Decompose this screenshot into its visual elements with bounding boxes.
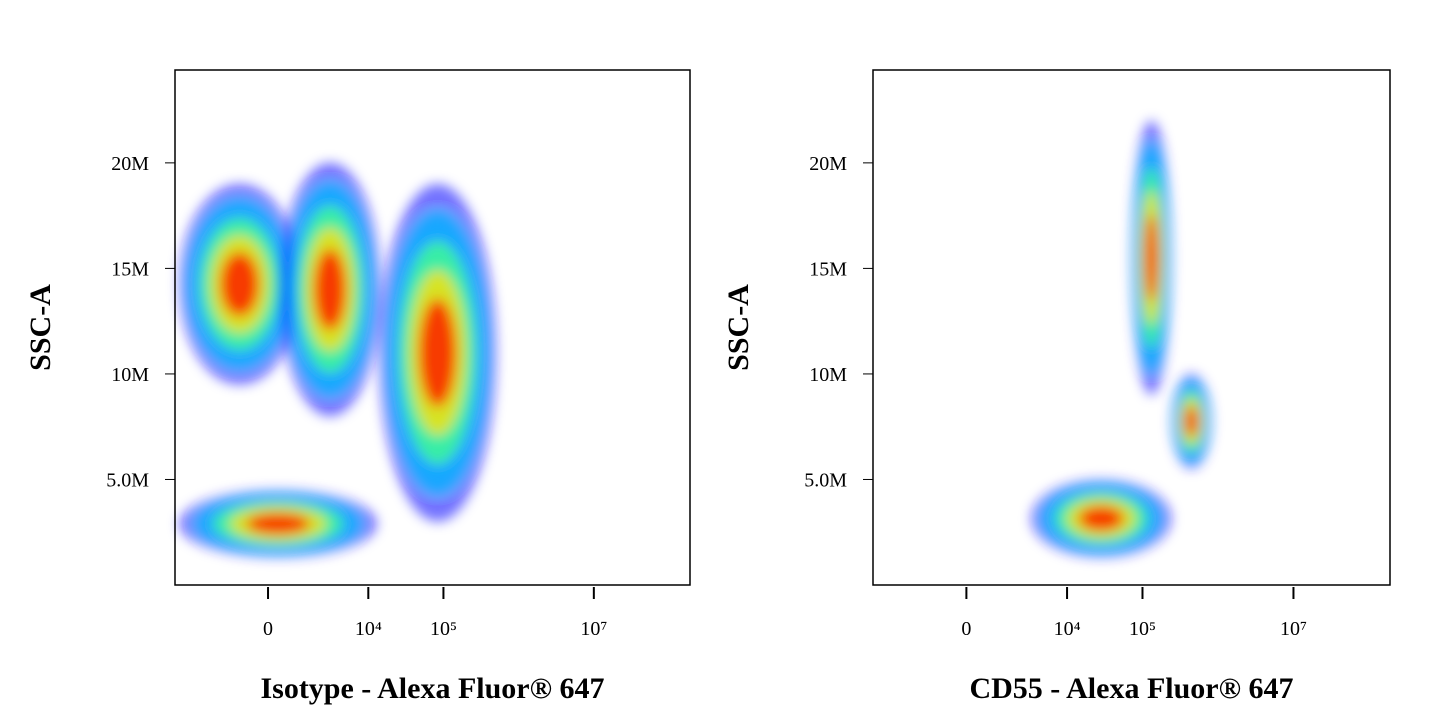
population-density [1184, 406, 1198, 437]
x-axis-title: CD55 - Alexa Fluor® 647 [969, 672, 1293, 705]
x-tick-label: 10⁵ [1129, 618, 1156, 640]
density-plot [1031, 120, 1212, 558]
x-tick-label: 10⁷ [580, 618, 607, 640]
y-tick-label: 20M [111, 153, 149, 175]
population-density [1144, 213, 1158, 302]
plot-frame [174, 69, 691, 586]
y-tick-label: 20M [809, 153, 847, 175]
y-tick-label: 15M [111, 258, 149, 280]
density-plot [179, 162, 497, 558]
plot-frame [872, 69, 1391, 586]
population-density [418, 298, 457, 407]
y-tick-label: 15M [809, 258, 847, 280]
y-tick-label: 10M [809, 364, 847, 386]
x-axis-title: Isotype - Alexa Fluor® 647 [260, 672, 604, 705]
y-tick-label: 5.0M [804, 469, 847, 491]
x-tick-label: 10⁷ [1280, 618, 1307, 640]
y-tick-label: 5.0M [106, 469, 149, 491]
y-axis-title: SSC-A [722, 284, 755, 371]
x-tick-label: 10⁴ [355, 618, 382, 640]
y-tick-label: 10M [111, 364, 149, 386]
population-density [220, 252, 259, 317]
x-tick-label: 10⁵ [430, 618, 457, 640]
x-tick-label: 0 [961, 618, 971, 640]
population-density [1078, 506, 1124, 532]
population-density [313, 248, 347, 331]
y-axis-title: SSC-A [24, 284, 57, 371]
x-tick-label: 0 [263, 618, 273, 640]
population-density [246, 512, 310, 535]
x-tick-label: 10⁴ [1054, 618, 1081, 640]
